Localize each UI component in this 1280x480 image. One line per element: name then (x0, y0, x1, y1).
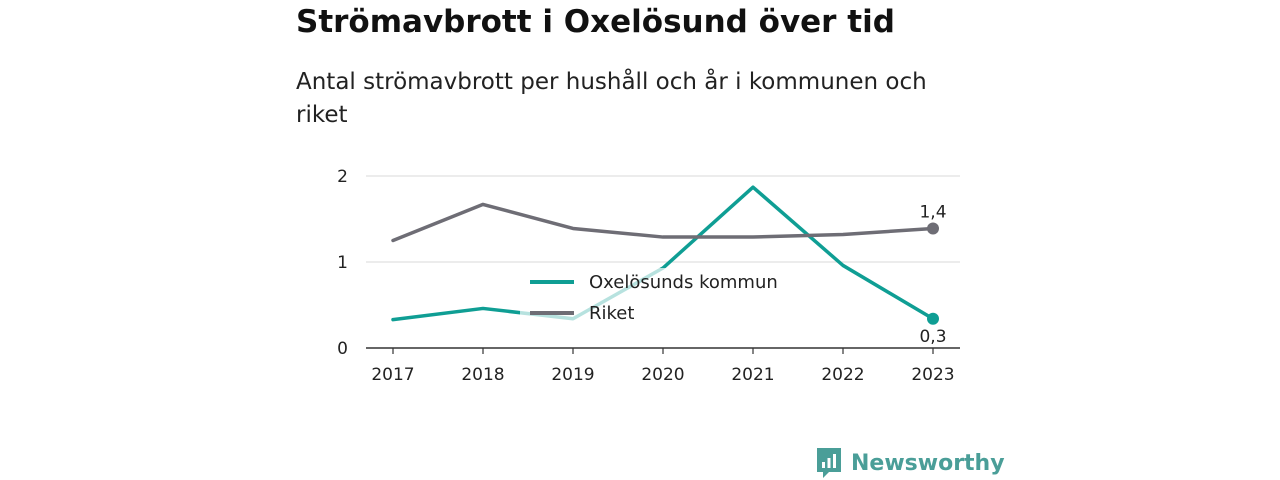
x-tick-label: 2019 (551, 365, 594, 385)
end-value-label: 1,4 (919, 202, 946, 222)
x-tick-label: 2020 (641, 365, 684, 385)
x-tick-label: 2022 (821, 365, 864, 385)
brand-name: Newsworthy (851, 450, 1005, 476)
series-line-1 (391, 202, 935, 243)
legend: Oxelösunds kommun Riket (520, 268, 812, 328)
data-labels: 0,3 1,4 (919, 202, 946, 346)
bar-chart-icon (817, 448, 841, 478)
y-tick-label: 0 (337, 339, 348, 359)
x-tick-label: 2023 (911, 365, 954, 385)
y-tick-label: 1 (337, 253, 348, 273)
brand-logo: Newsworthy (815, 446, 1005, 480)
axis-layer: 0 1 2 2017 2018 2019 2020 2021 2022 2023 (337, 167, 960, 385)
x-tick-label: 2017 (371, 365, 414, 385)
end-dot-0 (927, 312, 939, 325)
y-tick-label: 2 (337, 167, 348, 187)
chart-title: Strömavbrott i Oxelösund över tid (296, 4, 895, 40)
chart-subtitle: Antal strömavbrott per hushåll och år i … (296, 69, 927, 128)
x-tick-label: 2018 (461, 365, 504, 385)
end-dot-1 (927, 222, 939, 235)
x-tick-label: 2021 (731, 365, 774, 385)
legend-label: Oxelösunds kommun (589, 272, 778, 293)
legend-background (520, 268, 812, 328)
end-value-label: 0,3 (919, 327, 946, 347)
grid-layer (366, 175, 960, 263)
legend-label: Riket (589, 303, 634, 324)
